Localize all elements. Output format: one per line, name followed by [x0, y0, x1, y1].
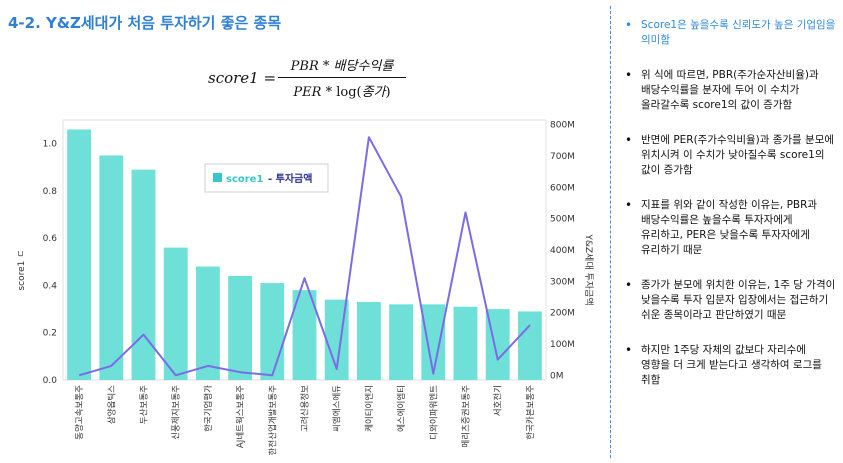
- legend-label-score1: score1: [226, 174, 263, 185]
- score1-bar: [132, 170, 156, 380]
- x-tick-label: 케이티이엔지: [364, 385, 375, 432]
- x-tick-label: 한국카본보통주: [526, 385, 536, 440]
- notes-list: Score1은 높을수록 신뢰도가 높은 기업임을 의미함 위 식에 따르면, …: [621, 18, 837, 408]
- y-tick-label: 0.6: [43, 234, 58, 244]
- y-tick-label: 0.8: [43, 187, 58, 197]
- score1-bar: [454, 307, 478, 380]
- note-item-3: 반면에 PER(주가수익비율)과 종가를 분모에 위치시켜 이 수치가 낮아질수…: [621, 133, 837, 178]
- chart-legend: score1 - 투자금액: [205, 164, 328, 192]
- x-tick-label: 고려신용정보: [300, 385, 311, 432]
- y2-tick-label: 700M: [550, 152, 575, 162]
- x-tick-label: 에스에이엠티: [396, 385, 407, 432]
- y2-tick-label: 0M: [550, 371, 564, 381]
- score1-bar: [99, 155, 123, 380]
- x-tick-label: 신풍제지보통주: [172, 385, 182, 440]
- y2-tick-label: 200M: [550, 309, 575, 319]
- score1-bar: [518, 311, 542, 380]
- y2-tick-label: 600M: [550, 183, 575, 193]
- formula-lhs: score1 =: [208, 69, 276, 87]
- formula-denominator-suffix: ): [386, 85, 391, 100]
- note-item-1: Score1은 높을수록 신뢰도가 높은 기업임을 의미함: [621, 18, 837, 48]
- formula-numerator: PBR * 배당수익률: [278, 55, 406, 78]
- score1-bar: [357, 302, 381, 380]
- note-item-5: 종가가 분모에 위치한 이유는, 1주 당 가격이 낮을수록 투자 입문자 입장…: [621, 278, 837, 323]
- formula-denominator-arg: 종가: [362, 85, 386, 100]
- note-item-2: 위 식에 따르면, PBR(주가순자산비율)과 배당수익률을 분자에 두어 이 …: [621, 68, 837, 113]
- score1-bar: [260, 283, 284, 380]
- y2-tick-label: 800M: [550, 121, 575, 131]
- x-tick-label: 한국기업평가: [203, 385, 214, 432]
- x-tick-label: 삼양옵틱스: [106, 385, 117, 424]
- y2-tick-label: 300M: [550, 277, 575, 287]
- y2-tick-label: 400M: [550, 246, 575, 256]
- x-tick-label: 디와이파워엔트: [428, 385, 439, 440]
- x-tick-label: 서호전기: [493, 385, 504, 416]
- x-tick-label: 씨엠에스에듀: [332, 385, 343, 432]
- formula-denominator: PER * log(종가): [278, 78, 406, 100]
- y-tick-label: 1.0: [43, 140, 58, 150]
- y2-tick-label: 500M: [550, 215, 575, 225]
- formula-fraction: PBR * 배당수익률 PER * log(종가): [278, 55, 406, 100]
- legend-label-investment: - 투자금액: [268, 172, 312, 185]
- x-tick-label: AJ네트웍스보통주: [235, 385, 246, 448]
- note-item-4: 지표를 위와 같이 작성한 이유는, PBR과 배당수익률은 높을수록 투자자에…: [621, 198, 837, 258]
- y-tick-label: 0.4: [43, 281, 58, 291]
- formula-denominator-prefix: PER *: [293, 85, 336, 100]
- y2-tick-label: 100M: [550, 340, 575, 350]
- x-tick-label: 메리츠증권보통주: [461, 385, 472, 448]
- legend-swatch-score1: [213, 173, 222, 182]
- y-axis-label: score1 ㄷ: [17, 249, 27, 290]
- x-tick-label: 두산보통주: [139, 385, 150, 424]
- x-tick-label: 한전산업개발보통주: [267, 385, 278, 456]
- y-tick-label: 0.0: [43, 376, 58, 386]
- score-investment-chart: 0.0 0.2 0.4 0.6 0.8 1.0 0M 100M 200M 300M 400M 500M…: [0, 110, 606, 462]
- score1-bar: [67, 129, 91, 380]
- x-tick-label: 동양고속보통주: [74, 385, 85, 440]
- score1-bar: [164, 248, 188, 380]
- section-divider: [610, 6, 611, 458]
- score1-bar: [196, 267, 220, 380]
- y2-axis-label: Y&Z세대 투자금액: [583, 233, 595, 305]
- score1-bar: [389, 304, 413, 380]
- slide-title: 4-2. Y&Z세대가 처음 투자하기 좋은 종목: [8, 12, 281, 33]
- score1-bar: [228, 276, 252, 380]
- y-tick-label: 0.2: [43, 329, 57, 339]
- formula-log: log(: [336, 85, 361, 100]
- note-item-6: 하지만 1주당 자체의 값보다 자리수에 영향을 더 크게 받는다고 생각하여 …: [621, 343, 837, 388]
